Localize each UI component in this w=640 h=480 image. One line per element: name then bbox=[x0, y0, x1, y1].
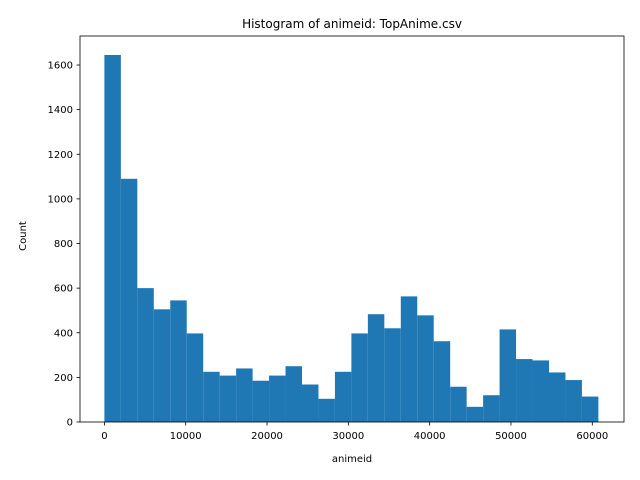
y-tick-label: 1400 bbox=[48, 105, 73, 116]
x-tick-label: 10000 bbox=[170, 431, 202, 442]
histogram-bar bbox=[269, 375, 286, 422]
histogram-bar bbox=[252, 380, 270, 422]
y-tick-label: 0 bbox=[67, 418, 73, 429]
histogram-bar bbox=[581, 396, 599, 422]
histogram-bar bbox=[351, 333, 368, 422]
histogram-bar bbox=[301, 384, 319, 422]
histogram-bar bbox=[417, 315, 434, 422]
histogram-bar bbox=[318, 398, 335, 422]
histogram-bar bbox=[466, 406, 484, 422]
x-axis-title: animeid bbox=[332, 454, 372, 465]
histogram-bar bbox=[499, 329, 517, 422]
histogram-bar bbox=[285, 366, 302, 422]
histogram-bar bbox=[516, 359, 533, 422]
histogram-bar bbox=[400, 296, 418, 422]
y-tick-label: 1600 bbox=[48, 61, 73, 72]
histogram-bar bbox=[170, 300, 187, 422]
x-tick-label: 40000 bbox=[414, 431, 446, 442]
y-axis-title: Count bbox=[18, 221, 29, 251]
axes-group: 0 10000 20000 30000 40000 50000 60000 0 200 400 60… bbox=[48, 35, 625, 442]
plot-frame bbox=[79, 35, 625, 423]
y-tick-label: 1000 bbox=[48, 194, 73, 205]
chart-title: Histogram of animeid: TopAnime.csv bbox=[242, 17, 462, 31]
histogram-bar bbox=[450, 386, 467, 422]
histogram-bar bbox=[153, 309, 171, 422]
y-tick-label: 600 bbox=[54, 284, 73, 295]
histogram-bar bbox=[219, 375, 237, 422]
histogram-bar bbox=[120, 178, 138, 422]
histogram-bar bbox=[186, 333, 204, 422]
histogram-bar bbox=[367, 314, 385, 422]
y-tick-label: 200 bbox=[54, 373, 73, 384]
y-tick-label: 800 bbox=[54, 239, 73, 250]
histogram-bar bbox=[203, 371, 220, 422]
histogram-bar bbox=[104, 54, 121, 422]
histogram-bar bbox=[236, 368, 253, 422]
y-tick-label: 400 bbox=[54, 328, 73, 339]
histogram-bar bbox=[433, 341, 451, 422]
x-tick-label: 0 bbox=[101, 431, 107, 442]
x-tick-label: 60000 bbox=[576, 431, 608, 442]
histogram-bar bbox=[483, 395, 500, 422]
histogram-bar bbox=[334, 371, 352, 422]
histogram-bar bbox=[548, 372, 566, 422]
histogram-bar bbox=[384, 328, 401, 422]
x-tick-label: 50000 bbox=[495, 431, 527, 442]
y-tick-label: 1200 bbox=[48, 150, 73, 161]
histogram-bar bbox=[565, 380, 582, 422]
bars-group bbox=[104, 54, 599, 422]
x-tick-label: 30000 bbox=[332, 431, 364, 442]
histogram-bar bbox=[137, 288, 154, 422]
x-tick-label: 20000 bbox=[251, 431, 283, 442]
histogram-bar bbox=[532, 360, 549, 422]
